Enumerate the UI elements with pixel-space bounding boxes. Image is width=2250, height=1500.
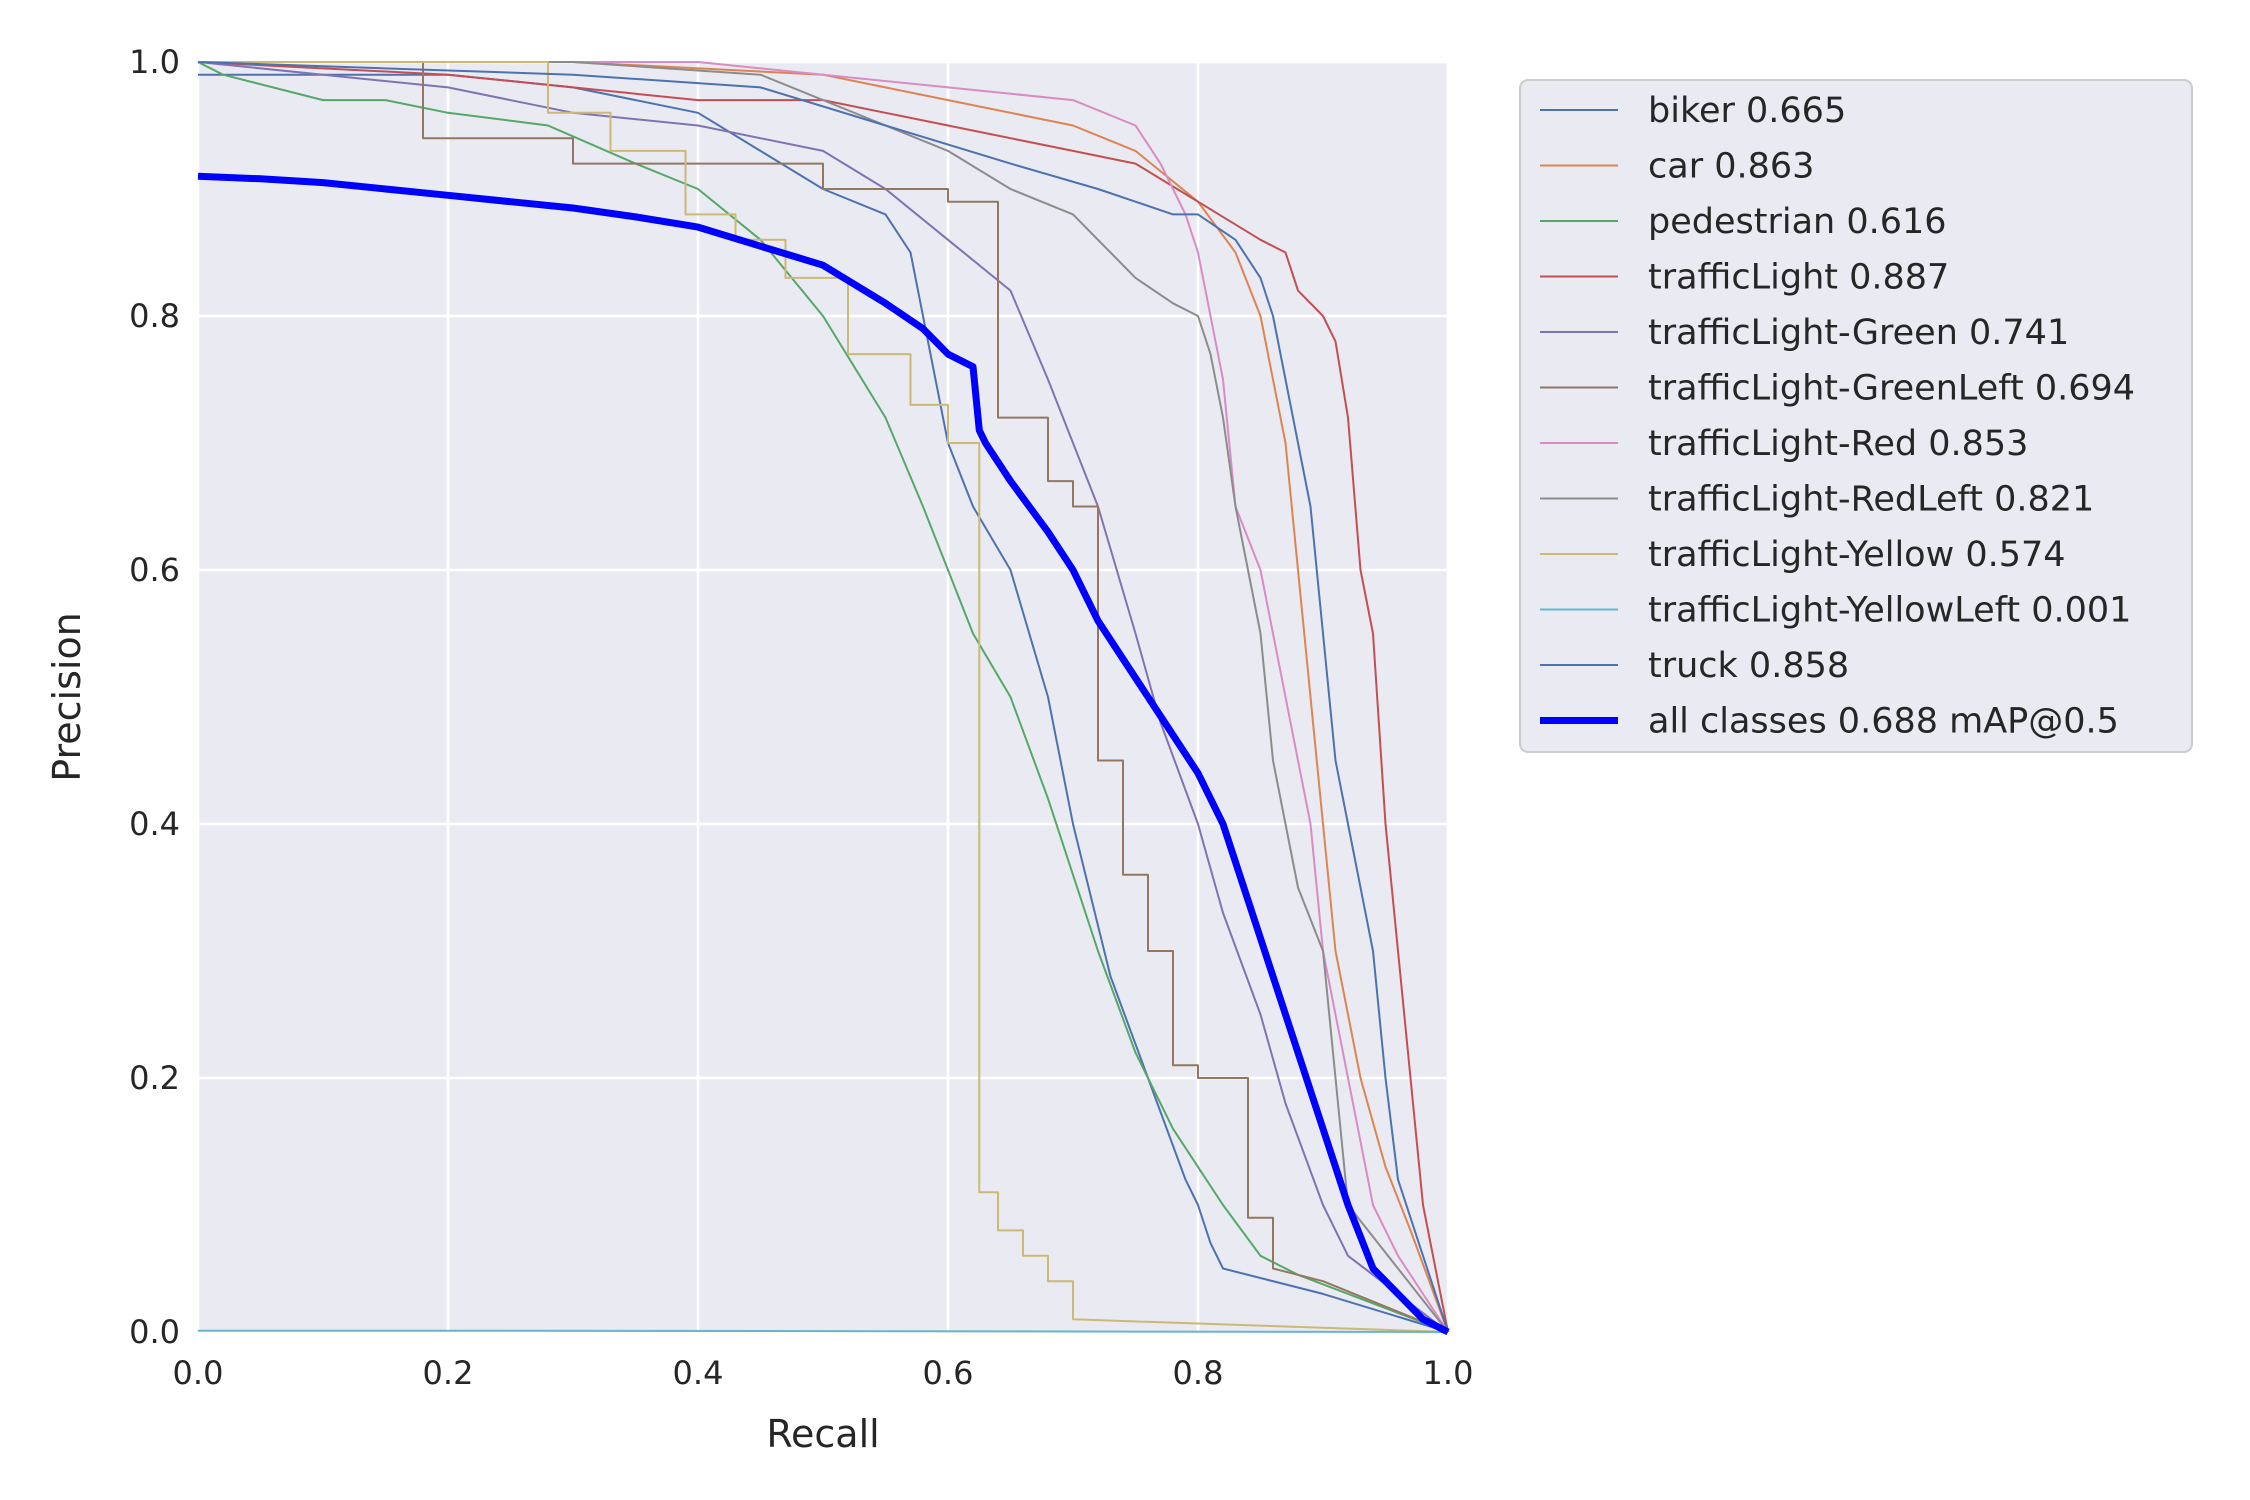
x-tick-label: 0.6 — [923, 1354, 974, 1392]
legend-entry: trafficLight-Red 0.853 — [1648, 424, 2028, 464]
legend-entry: trafficLight-Yellow 0.574 — [1648, 535, 2066, 575]
legend-items: biker 0.665 car 0.863 pedestrian 0.616 traf… — [1540, 91, 2135, 742]
y-tick-label: 0.4 — [129, 805, 180, 843]
legend-entry: trafficLight 0.887 — [1648, 258, 1949, 298]
series-line-all-classes-0-688-map-0-5 — [197, 172, 1450, 1336]
x-tick-label: 0.0 — [173, 1354, 224, 1392]
y-tick-label: 0.0 — [129, 1313, 180, 1351]
legend-box — [1519, 79, 2193, 753]
series-line-trafficlight-yellow-0-574 — [198, 61, 1449, 1333]
legend-entry: car 0.863 — [1648, 147, 1814, 187]
series-line-trafficlight-green-0-741 — [197, 61, 1449, 1333]
legend-entry: truck 0.858 — [1648, 646, 1849, 686]
x-tick-label: 1.0 — [1423, 1354, 1474, 1392]
series-line-trafficlight-yellowleft-0-001 — [198, 1329, 1449, 1333]
y-tick-label: 1.0 — [129, 43, 180, 81]
legend-entry: trafficLight-YellowLeft 0.001 — [1648, 591, 2131, 631]
legend-entry: pedestrian 0.616 — [1648, 202, 1947, 242]
legend-entry: all classes 0.688 mAP@0.5 — [1648, 702, 2119, 742]
y-tick-label: 0.8 — [129, 297, 180, 335]
x-tick-label: 0.8 — [1173, 1354, 1224, 1392]
y-tick-labels: 0.0 0.2 0.4 0.6 0.8 1.0 — [129, 43, 180, 1351]
legend-entry: trafficLight-RedLeft 0.821 — [1648, 480, 2094, 520]
series-line-pedestrian-0-616 — [197, 61, 1449, 1333]
series-line-car-0-863 — [198, 61, 1449, 1333]
x-axis-label: Recall — [766, 1412, 879, 1456]
series-line-biker-0-665 — [198, 73, 1449, 1333]
series-line-truck-0-858 — [197, 61, 1449, 1333]
x-tick-label: 0.4 — [673, 1354, 724, 1392]
legend-entry: biker 0.665 — [1648, 91, 1846, 131]
series-line-trafficlight-greenleft-0-694 — [198, 61, 1449, 1333]
series-line-trafficlight-0-887 — [197, 61, 1449, 1333]
y-axis-label: Precision — [45, 612, 89, 782]
x-tick-labels: 0.0 0.2 0.4 0.6 0.8 1.0 — [173, 1354, 1474, 1392]
plot-background — [198, 62, 1448, 1332]
legend-entry: trafficLight-Green 0.741 — [1648, 313, 2069, 353]
legend-entry: trafficLight-GreenLeft 0.694 — [1648, 369, 2135, 409]
series-line-trafficlight-redleft-0-821 — [198, 61, 1449, 1333]
series-layer — [197, 61, 1450, 1336]
series-line-trafficlight-red-0-853 — [198, 61, 1449, 1333]
y-tick-label: 0.6 — [129, 551, 180, 589]
legend: biker 0.665 car 0.863 pedestrian 0.616 traf… — [1519, 79, 2193, 753]
x-tick-label: 0.2 — [423, 1354, 474, 1392]
y-tick-label: 0.2 — [129, 1059, 180, 1097]
